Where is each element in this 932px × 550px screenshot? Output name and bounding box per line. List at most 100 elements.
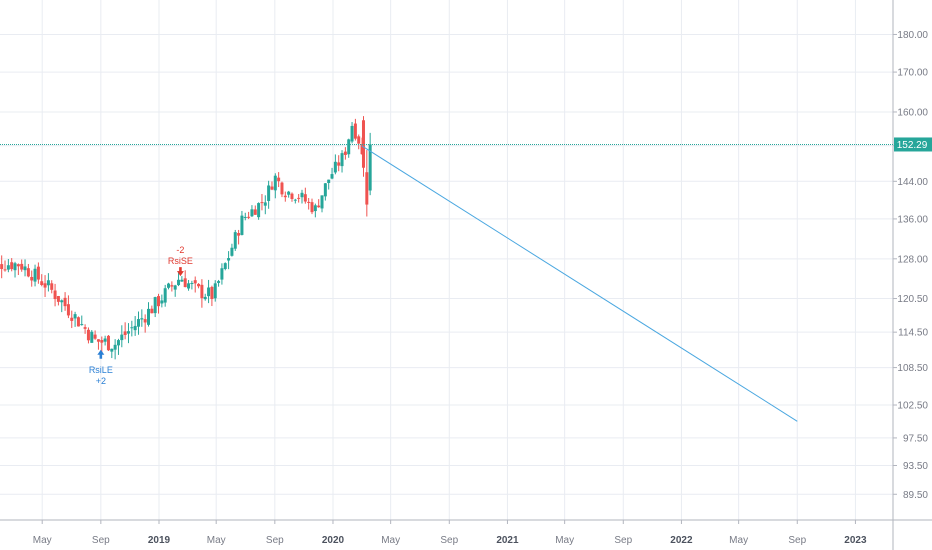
candle	[323, 183, 327, 201]
candle	[110, 348, 114, 359]
candle-body	[43, 283, 47, 288]
candle	[250, 205, 254, 218]
candle	[267, 180, 271, 209]
candle-body	[126, 331, 130, 334]
candle	[317, 199, 321, 208]
candle	[20, 259, 24, 272]
candle	[313, 203, 317, 218]
candle	[303, 187, 307, 204]
candle-body	[110, 348, 114, 352]
x-tick-label: Sep	[440, 535, 458, 546]
candle	[310, 198, 314, 215]
candle	[50, 280, 54, 294]
candle	[130, 320, 134, 337]
candle-body	[361, 120, 365, 168]
candle-body	[247, 216, 251, 218]
candle	[36, 262, 40, 284]
x-tick-label: 2019	[148, 535, 171, 546]
y-tick-label: 93.50	[903, 461, 928, 472]
overlay: RsiLE+2 RsiSE-2 152.29	[0, 137, 932, 422]
candle	[227, 251, 231, 270]
grid	[0, 0, 893, 520]
x-tick-label: 2021	[496, 535, 519, 546]
candle-body	[337, 162, 341, 166]
candle	[106, 334, 110, 351]
candle-body	[213, 283, 217, 299]
candle-body	[217, 281, 221, 283]
candle	[126, 323, 130, 344]
x-tick-label: Sep	[266, 535, 284, 546]
x-tick-label: May	[33, 535, 52, 546]
candle	[197, 283, 201, 289]
candle	[368, 132, 372, 196]
x-tick-label: Sep	[92, 535, 110, 546]
candle	[93, 330, 97, 340]
candle	[237, 229, 241, 245]
signal-arrow-down-icon	[176, 267, 184, 277]
y-tick-label: 144.00	[897, 177, 928, 188]
candle-body	[280, 182, 284, 195]
candle	[213, 280, 217, 302]
x-tick-label: Sep	[788, 535, 806, 546]
candle-body	[120, 334, 124, 341]
candle	[230, 243, 234, 257]
candle-body	[313, 205, 317, 212]
candle	[307, 198, 311, 210]
candle-body	[347, 139, 351, 155]
candle	[353, 118, 357, 141]
candle	[297, 194, 301, 203]
candle-body	[310, 202, 314, 213]
trend-line	[361, 145, 798, 422]
candle-body	[103, 338, 107, 342]
candle-body	[193, 280, 197, 284]
candle-body	[183, 278, 187, 288]
candle-body	[96, 339, 100, 342]
candle-body	[157, 296, 161, 307]
candle	[30, 270, 34, 287]
candle	[120, 325, 124, 348]
candle	[10, 258, 14, 272]
x-tick-label: 2023	[844, 535, 867, 546]
candle-body	[136, 319, 140, 327]
candle	[277, 172, 281, 188]
candle-body	[230, 247, 234, 256]
candle-body	[73, 314, 77, 319]
candle-body	[93, 334, 97, 339]
candle-body	[333, 161, 337, 173]
candle-body	[10, 262, 14, 270]
signal-qty: +2	[96, 376, 106, 386]
candle	[157, 293, 161, 314]
candle-body	[170, 285, 174, 287]
y-tick-label: 136.00	[897, 214, 928, 225]
candle	[220, 263, 224, 285]
candle	[53, 283, 57, 307]
candle-body	[330, 174, 334, 179]
x-tick-label: Sep	[614, 535, 632, 546]
candle	[200, 279, 204, 308]
y-tick-label: 89.50	[903, 490, 928, 501]
candle-body	[343, 151, 347, 155]
last-price-badge: 152.29	[894, 137, 932, 152]
candle	[76, 316, 80, 327]
candle	[347, 138, 351, 158]
candle	[293, 198, 297, 204]
candle-body	[263, 202, 267, 206]
candle	[190, 280, 194, 290]
candle-body	[180, 279, 184, 282]
candle	[56, 295, 60, 306]
candle	[233, 229, 237, 251]
candle-body	[30, 276, 34, 281]
candle	[60, 299, 64, 313]
x-tick-label: May	[729, 535, 748, 546]
candle	[116, 338, 120, 355]
candle	[273, 173, 277, 199]
candle	[26, 263, 30, 278]
candle-body	[6, 265, 10, 270]
candle	[357, 134, 361, 150]
candle-body	[20, 263, 24, 270]
candle-body	[368, 144, 372, 191]
candle-body	[36, 266, 40, 280]
candle-body	[86, 329, 90, 341]
y-axis: 180.00170.00160.00152.00144.00136.00128.…	[892, 0, 928, 550]
